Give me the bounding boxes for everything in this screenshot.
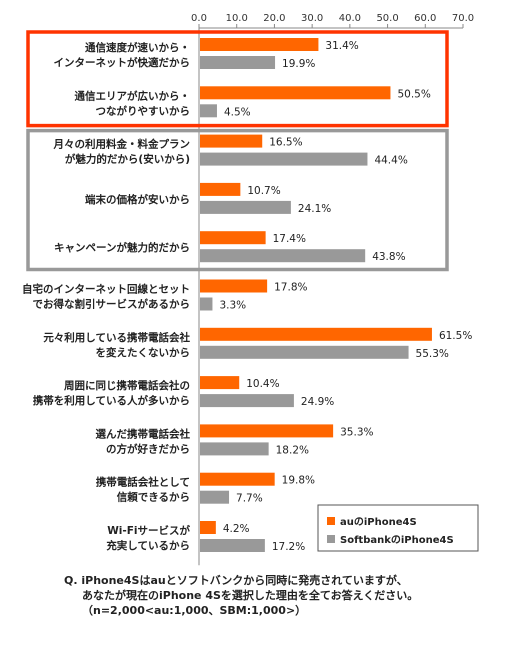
tick-label: 20.0 bbox=[263, 13, 285, 24]
category-label: 月々の利用料金・料金プラン bbox=[53, 138, 191, 151]
category-label: 周囲に同じ携帯電話会社の bbox=[64, 379, 190, 392]
au-bar bbox=[200, 521, 216, 534]
au-value-label: 16.5% bbox=[269, 137, 302, 149]
softbank-bar bbox=[200, 539, 265, 552]
au-bar bbox=[200, 86, 391, 100]
softbank-bar bbox=[200, 56, 276, 69]
tick-label: 50.0 bbox=[376, 13, 398, 24]
axis-layer: 0.0 10.0 20.0 30.0 40.0 50.0 60.0 70.0 bbox=[191, 13, 474, 566]
category-label: 自宅のインターネット回線とセット bbox=[22, 283, 190, 296]
softbank-bar bbox=[200, 345, 409, 359]
softbank-value-label: 18.2% bbox=[276, 444, 309, 456]
au-value-label: 61.5% bbox=[439, 330, 472, 342]
category-label: が魅力的だから(安いから) bbox=[65, 153, 190, 166]
au-value-label: 4.2% bbox=[223, 523, 250, 535]
softbank-bar bbox=[200, 152, 368, 166]
category-label: Wi-Fiサービスが bbox=[107, 524, 190, 537]
category-label: 端末の価格が安いから bbox=[85, 193, 190, 206]
softbank-bar bbox=[200, 104, 217, 118]
au-value-label: 10.7% bbox=[247, 185, 280, 197]
category-label: キャンペーンが魅力的だから bbox=[54, 241, 190, 254]
au-bar bbox=[200, 182, 241, 196]
legend: auのiPhone4S SoftbankのiPhone4S bbox=[317, 504, 479, 552]
au-bar bbox=[200, 134, 263, 148]
softbank-value-label: 17.2% bbox=[272, 541, 305, 553]
softbank-value-label: 55.3% bbox=[416, 348, 449, 360]
au-bar bbox=[200, 327, 432, 341]
softbank-value-label: 43.8% bbox=[372, 251, 405, 263]
softbank-value-label: 7.7% bbox=[236, 493, 263, 505]
category-label: つながりやすいから bbox=[96, 104, 191, 117]
tick-label: 70.0 bbox=[452, 13, 474, 24]
question-note: Q. iPhone4Sはauとソフトバンクから同時に発売されていますが、 あなた… bbox=[64, 573, 504, 618]
au-bar bbox=[200, 472, 275, 486]
softbank-bar bbox=[200, 394, 294, 408]
au-value-label: 31.4% bbox=[325, 40, 358, 52]
au-bar bbox=[200, 376, 240, 390]
tick-label: 0.0 bbox=[191, 13, 207, 24]
category-label: 元々利用している携帯電話会社 bbox=[43, 331, 190, 344]
au-bar bbox=[200, 424, 334, 438]
au-value-label: 50.5% bbox=[397, 88, 430, 100]
softbank-value-label: 19.9% bbox=[282, 58, 315, 70]
category-label: 信頼できるから bbox=[117, 491, 190, 504]
softbank-bar bbox=[200, 297, 213, 311]
tick-label: 30.0 bbox=[301, 13, 323, 24]
legend-box bbox=[317, 504, 479, 552]
au-bar bbox=[200, 38, 319, 51]
legend-swatch-au bbox=[327, 517, 335, 525]
legend-label-softbank: SoftbankのiPhone4S bbox=[340, 535, 454, 546]
tick-label: 40.0 bbox=[339, 13, 361, 24]
tick-label: 10.0 bbox=[226, 13, 248, 24]
highlight-box-2 bbox=[26, 128, 449, 272]
highlight-box-1 bbox=[26, 30, 449, 128]
category-label: 通信速度が速いから・ bbox=[85, 41, 190, 54]
category-label: でお得な割引サービスがあるから bbox=[33, 298, 191, 311]
softbank-value-label: 3.3% bbox=[219, 300, 246, 312]
category-label: を変えたくないから bbox=[96, 346, 191, 359]
softbank-value-label: 44.4% bbox=[374, 155, 407, 167]
category-label: 通信エリアが広いから・ bbox=[75, 89, 191, 102]
softbank-value-label: 24.1% bbox=[298, 203, 331, 215]
category-label: 充実しているから bbox=[106, 539, 190, 552]
softbank-value-label: 4.5% bbox=[224, 106, 251, 118]
question-line-3: （n=2,000<au:1,000、SBM:1,000>） bbox=[82, 604, 307, 617]
softbank-value-label: 24.9% bbox=[301, 396, 334, 408]
category-label: 携帯を利用している人が多いから bbox=[33, 394, 190, 407]
question-line-1: Q. iPhone4Sはauとソフトバンクから同時に発売されていますが、 bbox=[64, 574, 408, 587]
bar-chart: 0.0 10.0 20.0 30.0 40.0 50.0 60.0 70.0 31.4% 19.… bbox=[22, 13, 479, 566]
softbank-bar bbox=[200, 490, 230, 504]
category-label: の方が好きだから bbox=[106, 442, 190, 455]
legend-swatch-softbank bbox=[327, 535, 335, 543]
au-value-label: 10.4% bbox=[246, 378, 279, 390]
category-label: 携帯電話会社として bbox=[96, 476, 190, 489]
au-value-label: 17.8% bbox=[274, 282, 307, 294]
bars-layer bbox=[200, 38, 432, 552]
labels-layer: 31.4% 19.9% 通信速度が速いから・インターネットが快適だから 50.5% 4.… bbox=[22, 40, 472, 553]
highlight-boxes bbox=[26, 30, 449, 272]
softbank-bar bbox=[200, 442, 269, 456]
tick-label: 60.0 bbox=[414, 13, 436, 24]
au-bar bbox=[200, 279, 268, 293]
legend-label-au: auのiPhone4S bbox=[340, 517, 417, 528]
au-value-label: 35.3% bbox=[340, 426, 373, 438]
au-value-label: 19.8% bbox=[282, 475, 315, 487]
question-line-2: あなたが現在のiPhone 4Sを選択した理由を全てお答えください。 bbox=[82, 589, 419, 602]
au-value-label: 17.4% bbox=[273, 233, 306, 245]
softbank-bar bbox=[200, 249, 366, 263]
category-label: インターネットが快適だから bbox=[54, 56, 191, 69]
category-label: 選んだ携帯電話会社 bbox=[96, 427, 191, 440]
au-bar bbox=[200, 231, 266, 245]
softbank-bar bbox=[200, 200, 291, 214]
